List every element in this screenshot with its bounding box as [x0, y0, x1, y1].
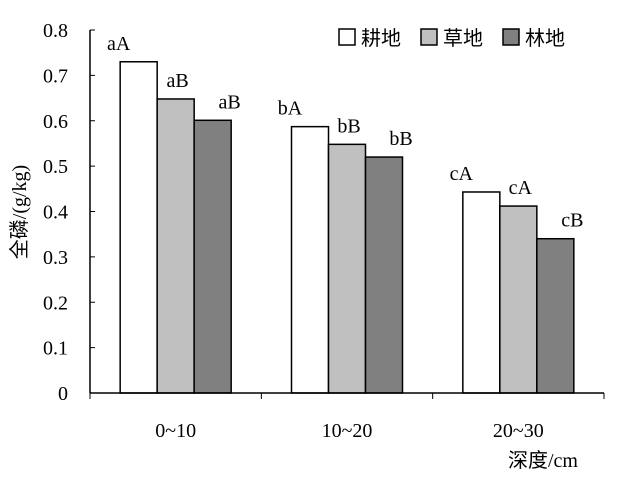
bar-data-label: cA [509, 177, 533, 199]
legend-label: 耕地 [361, 27, 401, 50]
bar-data-label: bB [389, 128, 412, 150]
y-tick-label: 0 [58, 383, 68, 405]
axes [89, 30, 604, 394]
x-tick-label: 0~10 [155, 420, 196, 442]
legend-swatch [420, 28, 438, 46]
y-tick-label: 0.3 [43, 247, 68, 269]
bar-data-label: cB [561, 210, 583, 232]
legend-swatch [502, 28, 520, 46]
bar-data-label: aA [107, 33, 131, 55]
bar [193, 119, 232, 394]
bar [364, 156, 404, 394]
bar-labels: aA bA cA aB bB cA aB bB cB [107, 33, 583, 232]
legend-label: 草地 [443, 27, 483, 50]
y-tick-label: 0.2 [43, 292, 68, 314]
y-tick-label: 0.1 [43, 338, 68, 360]
x-tick-label: 10~20 [322, 420, 373, 442]
y-axis-label: 全磷/(g/kg) [8, 165, 31, 259]
y-tick-label: 0.7 [43, 65, 68, 87]
bar [119, 61, 158, 394]
x-axis-ticks: 0~10 10~20 20~30 [89, 393, 605, 442]
bar-data-label: cA [450, 163, 474, 185]
y-tick-label: 0.6 [43, 111, 68, 133]
legend-swatch [338, 28, 356, 46]
bar [156, 98, 195, 394]
bar [327, 143, 367, 394]
x-tick-label: 20~30 [493, 420, 544, 442]
y-tick-label: 0.5 [43, 156, 68, 178]
bar [536, 237, 575, 394]
bar [290, 125, 330, 394]
bar-data-label: bA [278, 98, 303, 120]
legend: 耕地 草地 林地 [338, 27, 565, 50]
x-axis-label: 深度/cm [508, 449, 578, 472]
legend-label: 林地 [525, 27, 565, 50]
y-tick-label: 0.8 [43, 20, 68, 42]
bar [499, 205, 538, 394]
y-tick-label: 0.4 [43, 202, 68, 224]
bar [462, 191, 501, 394]
bars [119, 61, 575, 394]
y-axis-ticks: 0 0.1 0.2 0.3 0.4 0.5 0.6 0.7 0.8 [43, 20, 95, 405]
bar-data-label: bB [337, 115, 360, 137]
bar-data-label: aB [219, 91, 241, 113]
bar-data-label: aB [167, 70, 189, 92]
